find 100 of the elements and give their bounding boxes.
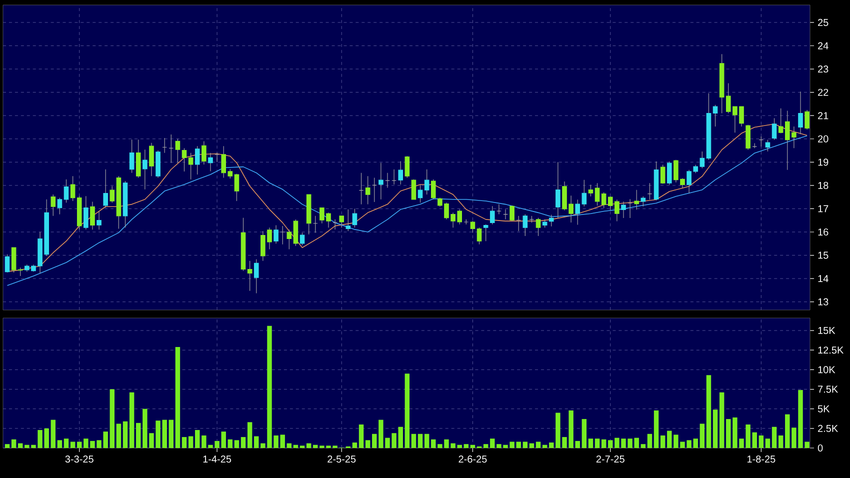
candlestick [142,149,148,190]
candlestick [536,218,541,236]
bar [549,442,554,448]
candlestick [660,164,666,184]
bar [129,392,134,448]
bar [77,442,82,448]
candlestick [418,184,423,203]
bar [286,443,292,448]
bar [575,440,580,448]
bar [660,435,666,448]
bar [306,443,312,448]
bar [57,440,62,448]
candlestick [510,205,514,222]
bar [424,434,430,448]
candlestick [202,140,206,165]
candlestick [50,194,56,216]
y-tick-label: 12.5K [818,346,844,354]
y-tick-label: 15K [818,327,836,334]
bar [542,444,548,448]
x-tick-label: 2-5-25 [328,456,356,463]
candlestick [70,176,76,202]
bar [582,419,587,448]
candlestick [149,142,154,176]
candlestick [293,219,298,246]
candlestick [588,184,594,197]
candlestick [556,162,560,218]
bar [693,438,698,448]
candlestick [712,104,718,127]
bar [464,444,469,448]
candlestick [194,146,200,175]
bar [4,444,10,448]
bar [313,444,318,448]
bar [700,424,705,448]
y-tick-label: 18 [818,182,828,189]
candlestick [594,182,600,206]
x-tick-label: 1-8-25 [747,456,776,463]
bar [404,374,410,448]
bar [228,439,233,448]
bar [247,422,252,448]
y-tick-label: 14 [818,275,828,282]
y-tick-label: 7.5K [818,386,838,393]
bar [168,420,174,448]
bar [483,444,488,448]
candlestick [772,118,777,140]
bar [116,424,122,448]
bar [529,443,534,448]
candlestick [103,169,108,208]
x-tick-label: 2-6-25 [458,456,487,463]
bar [490,438,495,448]
candlestick [11,247,16,273]
y-tick-label: 15 [818,252,828,259]
bar [765,438,770,448]
y-tick-label: 17 [818,205,828,212]
y-tick-label: 23 [818,65,828,73]
candlestick [470,220,476,233]
bar [358,424,364,448]
candlestick [424,169,430,195]
bar [758,435,764,448]
bar [122,421,128,448]
bar [240,437,246,448]
bar [647,434,652,448]
candlestick [398,160,404,185]
bar [588,438,594,448]
bar [601,439,606,448]
candlestick [64,179,69,203]
candlestick [430,179,436,200]
candlestick [621,201,626,218]
bar [50,420,56,448]
bar [18,443,23,448]
candlestick [339,216,344,228]
bar [719,392,724,448]
bar [64,438,69,448]
candlestick [234,173,240,202]
candlestick [96,210,102,230]
bar [706,375,712,448]
y-tick-label: 13 [818,298,828,306]
candlestick [182,148,187,172]
bar [522,442,528,448]
bar [752,432,757,448]
candlestick [404,156,410,178]
bar [418,434,423,448]
bar [654,410,659,448]
candlestick [274,224,278,244]
y-tick-label: 24 [818,42,828,50]
candlestick [247,260,252,292]
bar [254,436,259,448]
candlestick [798,91,803,135]
bar [293,444,298,448]
bar [175,346,180,448]
bar [470,444,476,448]
x-tick-label: 3-3-25 [65,456,94,463]
candlestick [378,162,384,200]
candlestick [346,209,351,232]
bar [70,442,76,448]
bar [516,442,521,448]
bar [594,438,600,448]
candlestick [634,190,640,210]
bar [778,435,784,448]
bar [536,442,541,448]
y-tick-label: 16 [818,228,828,236]
